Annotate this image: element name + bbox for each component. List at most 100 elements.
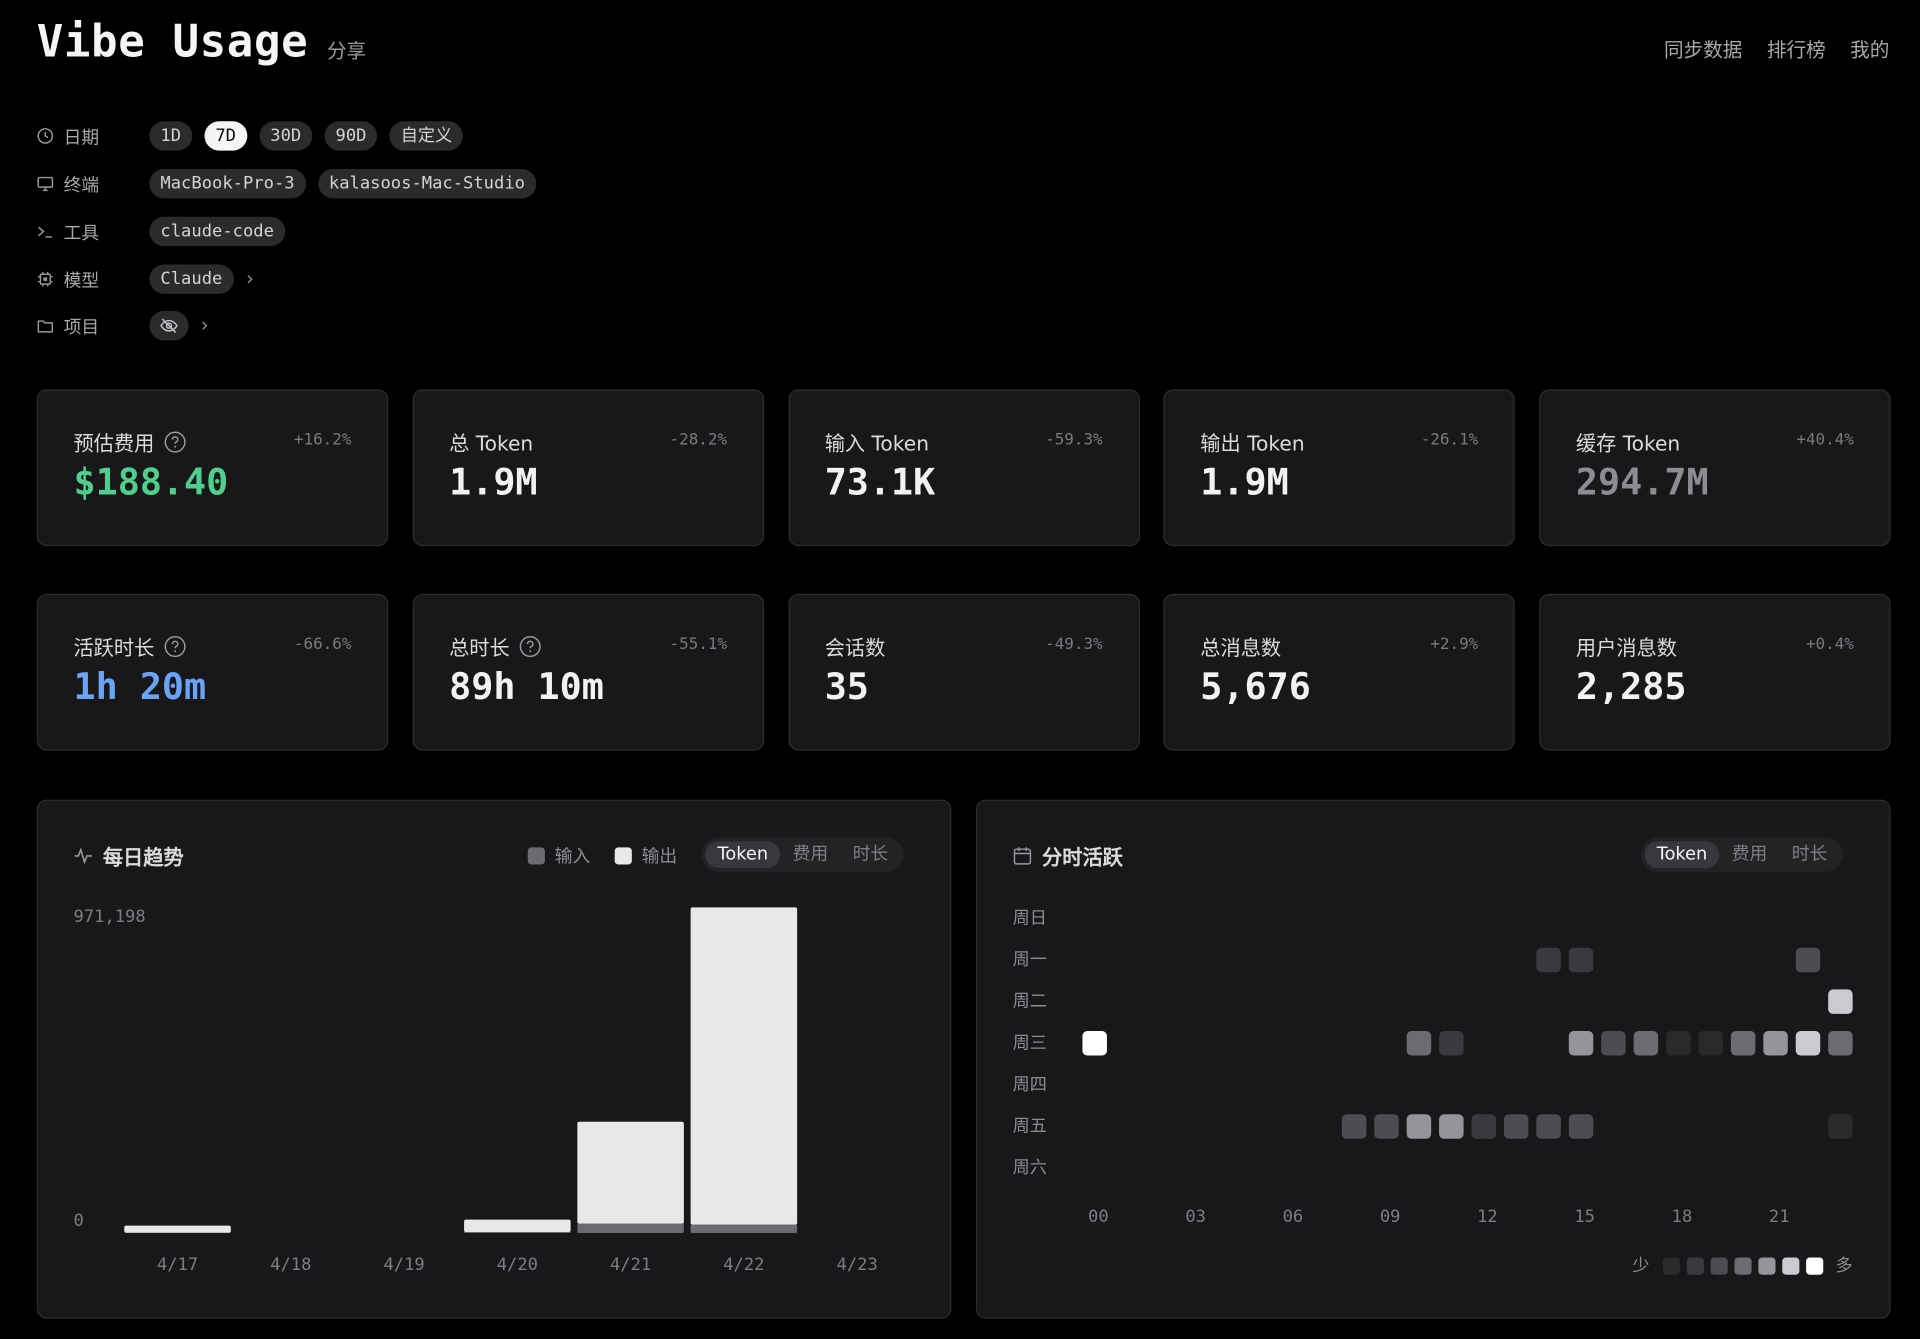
metric-tab[interactable]: 费用 [792,844,829,865]
stat-value: 1.9M [1200,461,1289,505]
filter-chip[interactable]: 90D [324,121,378,151]
metric-tabs: Token 费用 时长 [701,837,904,872]
stat-label: 缓存 Token [1575,432,1681,456]
legend-label: 输入 [554,847,591,867]
stat-label: 输入 Token [824,432,930,456]
filter-chip[interactable]: 7D [204,121,248,151]
legend: 输入 输出 [527,842,678,868]
share-link[interactable]: 分享 [326,39,367,63]
stat-value: 5,676 [1200,666,1311,709]
stat-change: +2.9% [1430,635,1479,654]
daily-trend-panel: 每日趋势 输入 输出 Token 费用 时长 [36,799,952,1319]
metric-tab[interactable]: 时长 [1791,844,1828,865]
stat-card: 输出 Token -26.1% 1.9M [1163,389,1515,547]
filter-label: 模型 [63,271,100,291]
filter-row: 项目 [37,310,211,342]
legend-label: 输出 [641,847,678,867]
top-nav: 同步数据 排行榜 我的 [1664,33,1889,62]
stat-card: 总时长 -55.1% 89h 10m [412,593,764,751]
filter-chip[interactable]: claude-code [149,216,285,247]
stat-label-row: 总消息数 [1200,632,1281,661]
stat-change: +40.4% [1796,431,1854,450]
stat-card: 总消息数 +2.9% 5,676 [1163,593,1515,751]
stat-label: 预估费用 [73,432,155,456]
panel-header: 分时活跃 [1013,841,1123,870]
filter-label: 项目 [63,317,100,338]
stat-card: 活跃时长 -66.6% 1h 20m [36,593,389,751]
stat-change: +16.2% [293,431,352,450]
nav-link[interactable]: 同步数据 [1664,37,1743,62]
legend-item[interactable]: 输出 [614,842,678,868]
stat-card: 用户消息数 +0.4% 2,285 [1539,593,1891,751]
help-icon[interactable] [519,635,542,658]
expand-chevron[interactable] [243,273,255,285]
stat-change: -26.1% [1420,431,1479,450]
filter-chip[interactable]: kalasoos-Mac-Studio [317,168,537,199]
stat-card: 总 Token -28.2% 1.9M [412,389,764,547]
filter-row: 终端 MacBook-Pro-3 kalasoos-Mac-Studio [37,168,537,200]
filter-chip[interactable]: MacBook-Pro-3 [149,168,306,199]
filter-options: MacBook-Pro-3 kalasoos-Mac-Studio [149,168,537,199]
filter-label: 日期 [63,127,100,148]
stat-value: 1h 20m [73,666,207,709]
metric-tab[interactable]: Token [1644,841,1720,869]
stat-label: 用户消息数 [1575,636,1677,660]
stat-value: 1.9M [449,461,538,505]
filter-row: 日期 1D 7D 30D 90D 自定义 [37,120,464,152]
metric-tab[interactable]: 时长 [852,844,889,865]
stat-value: 35 [824,666,869,709]
stat-change: -28.2% [669,431,728,450]
hourly-activity-panel: 分时活跃 Token 费用 时长 [975,799,1891,1319]
filter-row: 工具 claude-code [37,216,285,248]
clock-icon [37,128,54,144]
filter-chip[interactable]: 1D [149,121,193,151]
expand-chevron[interactable] [198,320,210,332]
pulse-icon [74,847,92,865]
stat-value: $188.40 [73,461,229,505]
filter-options [149,311,189,341]
stat-label: 总时长 [449,636,510,660]
stat-label-row: 预估费用 [73,427,186,456]
folder-icon [37,320,54,333]
stat-label: 总 Token [449,432,534,456]
help-icon[interactable] [164,431,186,453]
stat-label: 总消息数 [1200,636,1282,660]
stat-label-row: 总 Token [449,427,533,456]
filter-chip[interactable]: 自定义 [389,121,464,151]
stat-card: 预估费用 +16.2% $188.40 [36,389,389,547]
metric-tabs: Token 费用 时长 [1640,837,1844,872]
panel-title: 每日趋势 [102,846,184,870]
filter-row: 模型 Claude [37,263,256,295]
stat-label: 输出 Token [1200,432,1305,456]
nav-link[interactable]: 我的 [1850,37,1890,62]
stat-card: 会话数 -49.3% 35 [787,593,1140,751]
help-icon[interactable] [164,635,186,658]
metric-tab[interactable]: Token [705,841,781,869]
stat-value: 73.1K [824,461,936,505]
terminal-icon [38,226,53,238]
filter-label: 工具 [63,223,100,244]
stat-label-row: 用户消息数 [1576,632,1677,661]
stat-label-row: 输入 Token [825,427,929,456]
panel-title: 分时活跃 [1042,846,1123,870]
legend-swatch [527,846,545,864]
stat-change: -59.3% [1045,431,1103,450]
stat-value: 2,285 [1575,666,1687,709]
filter-label: 终端 [63,175,100,196]
nav-link[interactable]: 排行榜 [1766,37,1826,62]
stat-value: 89h 10m [449,666,604,709]
legend-swatch [614,846,632,864]
filter-chip[interactable]: 30D [259,121,313,151]
filter-options: claude-code [149,216,285,247]
filter-chip[interactable]: Claude [149,264,234,294]
metric-tab[interactable]: 费用 [1731,844,1768,865]
stat-card: 缓存 Token +40.4% 294.7M [1539,389,1891,547]
stat-label-row: 缓存 Token [1576,427,1680,456]
hidden-toggle[interactable] [149,311,189,341]
legend-item[interactable]: 输入 [527,842,591,868]
calendar-icon [1013,847,1032,865]
filter-options: 1D 7D 30D 90D 自定义 [149,121,464,151]
monitor-icon [37,176,54,192]
stat-label-row: 总时长 [449,632,542,661]
